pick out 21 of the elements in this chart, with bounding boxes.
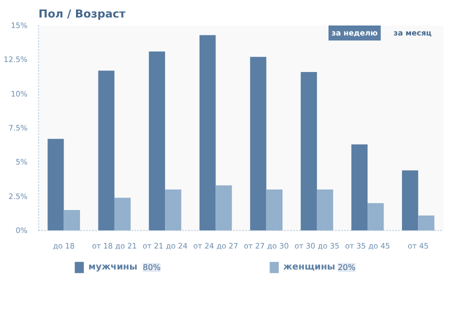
bar [216, 185, 232, 230]
bar [351, 144, 368, 230]
bar [199, 35, 216, 230]
bar [418, 215, 434, 230]
text: 80% [142, 263, 161, 272]
bar [48, 138, 64, 230]
bar [165, 190, 182, 230]
legend-label: женщины [283, 262, 336, 272]
bar [316, 190, 334, 230]
chart-title: Пол / Возраст [38, 8, 126, 20]
bar [148, 51, 166, 230]
text: 20% [338, 263, 356, 272]
legend-label: мужчины [88, 262, 138, 272]
bar [114, 198, 131, 230]
bar [300, 72, 317, 230]
bar [250, 56, 266, 230]
bar [368, 203, 384, 230]
bar [402, 170, 418, 230]
bar [266, 190, 283, 230]
bar [98, 70, 114, 230]
bar [64, 210, 80, 230]
